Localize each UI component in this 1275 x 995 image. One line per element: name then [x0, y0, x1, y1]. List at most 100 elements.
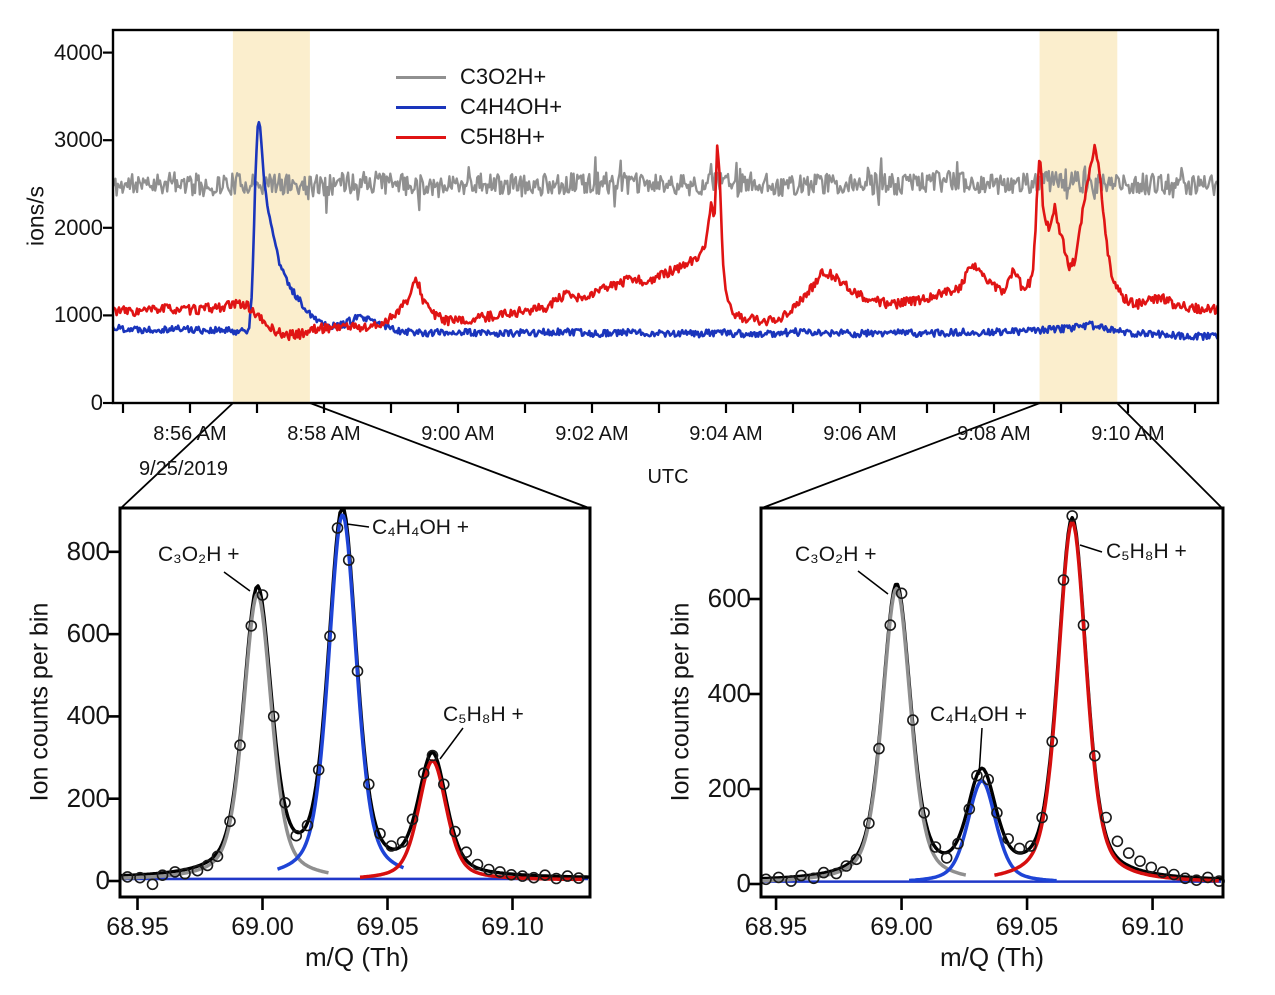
spectrum-y-tick-label: 200 [66, 782, 110, 813]
data-point-circle [952, 837, 964, 850]
spectrum-y-tick-label: 200 [707, 773, 751, 803]
legend-item: C5H8H+ [396, 122, 562, 152]
data-point-circle [929, 841, 942, 853]
x-axis-date-label: 9/25/2019 [139, 458, 228, 480]
zoom-connector-line [1116, 402, 1223, 509]
spectrum-x-tick-label: 69.10 [481, 913, 544, 941]
data-point-circle [342, 554, 355, 566]
spectrum-x-tick-label: 69.05 [995, 913, 1059, 941]
peak-label: C₃O₂H + [158, 543, 240, 566]
data-point-circle [1168, 868, 1180, 881]
x-axis-utc-label: UTC [647, 466, 689, 488]
top-y-tick-label: 4000 [54, 39, 103, 65]
data-point-circle [482, 863, 495, 876]
spectrum-axis-ticks [749, 597, 1154, 910]
top-y-tick-label: 0 [90, 390, 103, 415]
fit-component-C4H4OH+ [908, 779, 1057, 883]
zoom-connector-line [309, 402, 590, 509]
data-point-circle [312, 764, 325, 776]
data-point-circle [1145, 861, 1158, 874]
spectrum-plot-frame [118, 506, 592, 899]
data-point-circle [201, 859, 214, 872]
data-point-circle [1057, 574, 1070, 586]
data-point-circle [850, 853, 863, 866]
spectrum-y-tick-label: 800 [66, 535, 110, 566]
data-point-circle [121, 871, 134, 883]
peak-label-leader-line [223, 571, 251, 592]
data-point-circle [807, 872, 820, 885]
spectrum-plot-frame [759, 506, 1225, 899]
highlight-band [232, 30, 310, 403]
top-axis-ticks [103, 51, 1197, 413]
legend-line-swatch [396, 105, 446, 109]
spectrum-1 [119, 507, 590, 891]
top-y-tick-label: 3000 [54, 127, 103, 153]
data-point-circle [396, 836, 409, 848]
data-point-circle [449, 825, 461, 838]
data-point-circle [830, 867, 843, 880]
peak-label-leader-line [857, 570, 889, 595]
spectrum-2 [760, 510, 1225, 887]
spectrum-x-tick-label: 69.10 [1121, 913, 1184, 941]
spectrum-x-tick-label: 68.95 [744, 913, 808, 941]
left-spectrum-x-axis-label: m/Q (Th) [305, 942, 409, 972]
data-point-circle [516, 870, 529, 882]
data-point-circle [550, 872, 563, 885]
data-point-circle [460, 846, 473, 859]
data-point-circle [1025, 840, 1037, 852]
zoom-connector-line [761, 402, 1041, 509]
fit-component-C3O2H+ [119, 592, 329, 880]
top-x-tick-label: 9:06 AM [823, 423, 897, 445]
peak-label: C₅H₈H + [443, 703, 524, 726]
spectrum-x-tick-label: 68.95 [106, 913, 169, 941]
highlight-bands [232, 30, 1118, 403]
data-point-circle [385, 840, 398, 852]
data-point-circle [1190, 874, 1203, 887]
data-point-circle [471, 858, 484, 871]
data-point-circle [1111, 835, 1124, 848]
legend-label: C3O2H+ [460, 64, 547, 89]
fit-envelope-curve [761, 515, 1223, 881]
data-point-circle [940, 852, 953, 864]
top-plot-frame [111, 28, 1220, 405]
data-point-circle [572, 872, 585, 884]
data-point-circle [417, 767, 430, 780]
legend-item: C3O2H+ [396, 62, 562, 92]
data-point-circle [1077, 619, 1090, 631]
time-series-traces [111, 120, 1219, 342]
spectrum-y-tick-label: 400 [707, 678, 751, 708]
data-point-circle [1089, 749, 1101, 762]
peak-label: C₄H₄OH + [930, 703, 1028, 726]
top-y-tick-label: 2000 [54, 214, 103, 240]
data-point-circle [907, 714, 919, 726]
data-point-circle [279, 796, 291, 809]
data-points [760, 510, 1225, 887]
data-point-circle [301, 819, 314, 832]
top-x-tick-label: 9:02 AM [555, 423, 629, 445]
spectrum-x-tick-label: 69.00 [231, 913, 294, 941]
data-point-circle [982, 773, 995, 786]
peak-label-leader-line [346, 523, 370, 528]
peak-label: C₅H₈H + [1106, 540, 1187, 563]
data-point-circle [505, 868, 518, 881]
top-x-tick-label: 9:04 AM [689, 423, 763, 445]
data-point-circle [256, 589, 269, 601]
data-point-circle [324, 630, 336, 643]
data-point-circle [971, 769, 983, 782]
data-point-circle [561, 870, 574, 882]
data-point-circle [211, 850, 224, 863]
top-x-tick-label: 9:08 AM [957, 423, 1031, 445]
data-point-circle [426, 749, 439, 762]
top-x-tick-label: 8:58 AM [287, 423, 361, 445]
data-points [121, 522, 585, 891]
data-point-circle [884, 619, 897, 631]
data-point-circle [772, 871, 785, 884]
data-point-circle [1036, 811, 1048, 824]
data-point-circle [1202, 871, 1214, 884]
right-spectrum-x-axis-label: m/Q (Th) [940, 942, 1044, 972]
legend-line-swatch [396, 75, 446, 79]
fit-component-C5H8H+ [359, 759, 583, 882]
data-point-circle [785, 875, 797, 887]
